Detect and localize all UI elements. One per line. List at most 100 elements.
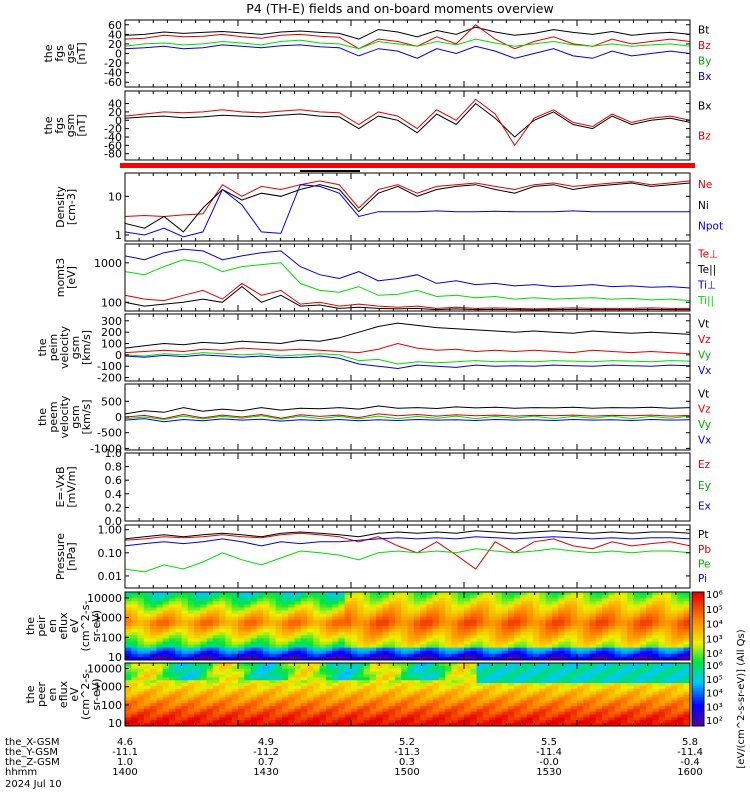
heat-cell: [620, 708, 628, 713]
heat-cell: [275, 685, 283, 690]
heat-cell: [520, 706, 528, 710]
heat-cell: [231, 610, 239, 614]
heat-cell: [501, 638, 509, 642]
heat-cell: [620, 647, 628, 652]
heat-cell: [244, 619, 251, 624]
heat-cell: [464, 723, 471, 727]
heat-cell: [212, 647, 220, 652]
heat-cell: [319, 685, 327, 690]
y-label-line: peim: [47, 334, 60, 362]
heat-cell: [514, 592, 521, 596]
heat-cell: [143, 694, 151, 698]
heat-cell: [470, 691, 477, 695]
heat-cell: [244, 629, 251, 633]
heat-cell: [300, 598, 308, 602]
heat-cell: [614, 647, 622, 652]
heat-cell: [156, 711, 164, 715]
heat-cell: [620, 688, 628, 693]
heat-cell: [338, 663, 346, 667]
heat-cell: [194, 601, 201, 605]
heat-cell: [470, 711, 477, 715]
heat-cell: [125, 663, 132, 667]
heat-cell: [131, 613, 138, 618]
heat-cell: [476, 601, 484, 605]
heat-cell: [300, 641, 308, 645]
heat-cell: [162, 604, 170, 608]
plot-title: P4 (TH-E) fields and on-board moments ov…: [246, 1, 553, 16]
heat-cell: [294, 688, 302, 693]
heat-cell: [125, 685, 132, 690]
heat-cell: [275, 714, 283, 718]
heat-cell: [181, 653, 189, 658]
heat-cell: [256, 677, 264, 681]
heat-cell: [382, 677, 390, 681]
heat-cell: [288, 720, 295, 724]
heat-cell: [376, 622, 383, 627]
heat-cell: [551, 622, 559, 627]
heat-cell: [595, 663, 603, 667]
heat-cell: [162, 607, 170, 611]
heat-cell: [551, 647, 559, 652]
heat-cell: [244, 711, 251, 715]
y-tick-label: 0.01: [98, 570, 123, 583]
heat-cell: [564, 665, 572, 670]
heat-cell: [388, 601, 396, 605]
heat-cell: [683, 717, 691, 721]
heat-cell: [319, 622, 327, 627]
heat-cell: [231, 711, 239, 715]
heat-cell: [602, 610, 609, 614]
heat-cell: [545, 616, 553, 621]
heat-cell: [489, 665, 496, 670]
heat-cell: [646, 607, 653, 611]
heat-cell: [413, 604, 421, 608]
heat-cell: [432, 677, 440, 681]
heat-cell: [683, 674, 691, 678]
heat-cell: [238, 677, 245, 681]
heat-cell: [482, 626, 490, 630]
heat-cell: [250, 663, 258, 667]
heat-cell: [677, 674, 685, 678]
heat-cell: [338, 613, 346, 618]
heat-cell: [369, 680, 377, 684]
heat-cell: [307, 641, 314, 645]
heat-cell: [451, 595, 459, 599]
heat-cell: [382, 691, 390, 695]
heat-cell: [294, 616, 302, 621]
heat-cell: [677, 626, 685, 630]
heat-cell: [168, 629, 176, 633]
heat-cell: [325, 632, 333, 636]
heat-cell: [577, 610, 584, 614]
heat-cell: [520, 711, 528, 715]
heat-cell: [608, 616, 616, 621]
heat-cell: [545, 632, 553, 636]
heat-cell: [577, 697, 584, 701]
heat-cell: [451, 616, 459, 621]
heat-cell: [476, 700, 484, 704]
heat-cell: [281, 607, 289, 611]
heat-cell: [558, 703, 565, 707]
heat-cell: [595, 638, 603, 642]
heat-cell: [533, 685, 540, 690]
heat-cell: [420, 644, 427, 648]
heat-cell: [294, 663, 302, 667]
heat-cell: [281, 706, 289, 710]
heat-cell: [150, 717, 157, 721]
heat-cell: [577, 601, 584, 605]
heat-cell: [275, 717, 283, 721]
heat-cell: [181, 601, 189, 605]
heat-cell: [338, 680, 346, 684]
heat-cell: [256, 626, 264, 630]
heat-cell: [646, 663, 653, 667]
heat-cell: [420, 653, 427, 658]
heat-cell: [451, 685, 459, 690]
heat-cell: [332, 668, 339, 672]
heat-cell: [143, 616, 151, 621]
heat-cell: [633, 688, 641, 693]
heat-cell: [250, 622, 258, 627]
heat-cell: [238, 694, 245, 698]
heat-cell: [194, 622, 201, 627]
heat-cell: [369, 635, 377, 639]
heat-cell: [363, 677, 371, 681]
heat-cell: [526, 629, 534, 633]
heat-cell: [457, 720, 465, 724]
